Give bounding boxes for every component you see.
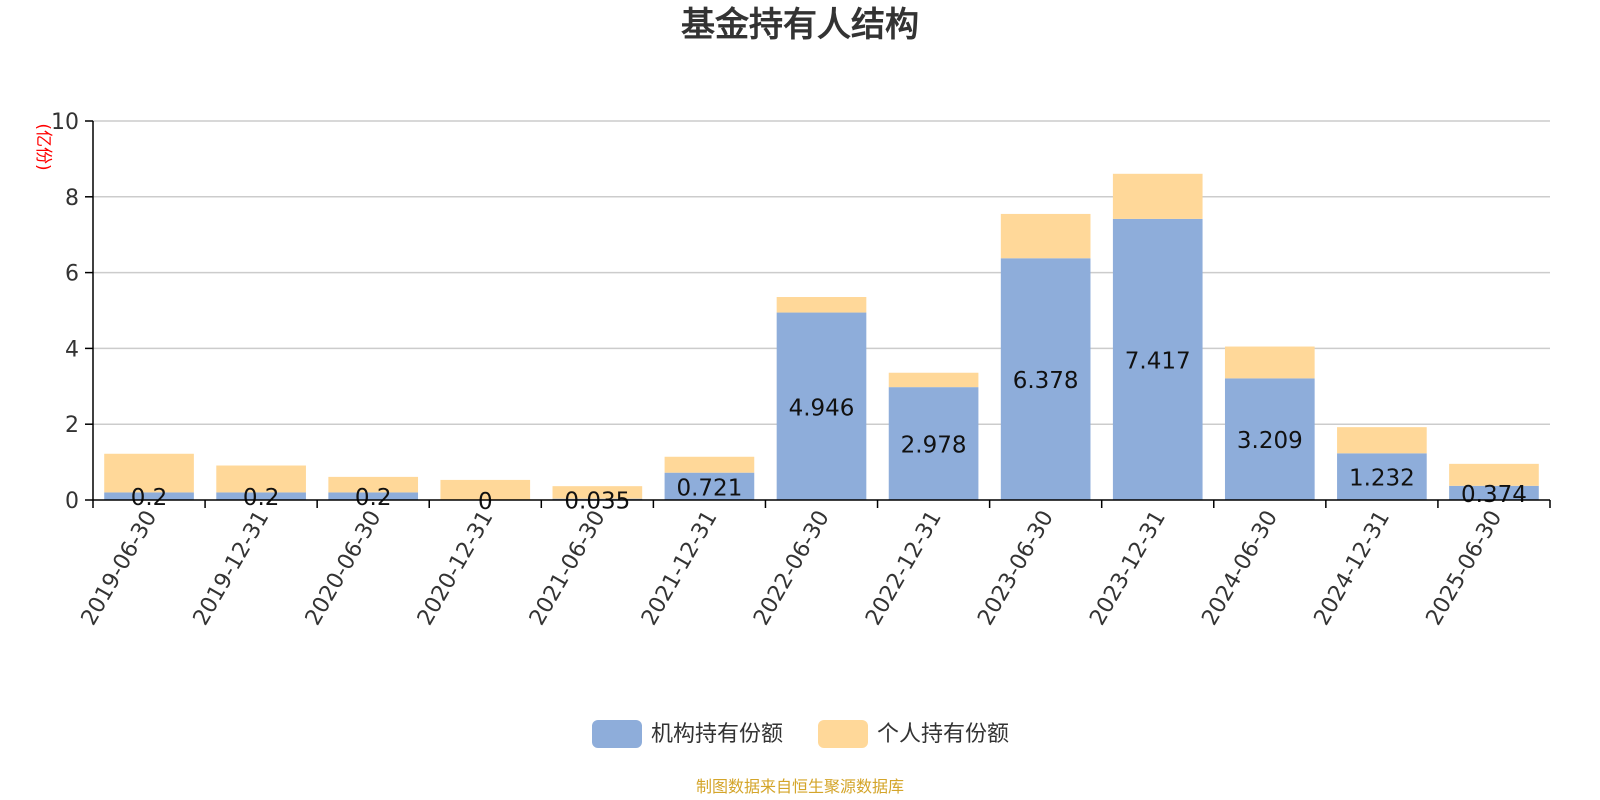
bar-institutional[interactable] [1449, 485, 1539, 500]
bar-individual[interactable] [216, 465, 306, 493]
bar-institutional[interactable] [104, 492, 194, 500]
bar-institutional[interactable] [216, 492, 306, 500]
bar-individual[interactable] [888, 372, 979, 388]
data-label-group: 0.2 0.2 0.2 0 0.035 0.721 4.946 2.978 6.378 7.417… [131, 348, 1527, 515]
y-tick-label: 10 [51, 110, 79, 135]
bar-individual[interactable] [1000, 213, 1091, 259]
legend-swatch-individual[interactable] [818, 720, 868, 748]
y-tick-label: 2 [65, 413, 79, 438]
bar-group [104, 173, 1539, 501]
x-tick-label: 2022-12-31 [861, 507, 947, 630]
bar-institutional[interactable] [1337, 453, 1427, 500]
bar-institutional[interactable] [1112, 218, 1203, 501]
legend-swatch-institutional[interactable] [592, 720, 642, 748]
bar-institutional[interactable] [1224, 378, 1315, 500]
bar-individual[interactable] [328, 476, 419, 493]
data-label: 6.378 [1013, 368, 1079, 394]
data-label: 0.2 [131, 485, 168, 511]
y-tick-label: 8 [65, 186, 79, 211]
data-label: 4.946 [789, 395, 855, 421]
x-tick-label: 2025-06-30 [1422, 507, 1508, 630]
x-tick-label: 2022-06-30 [749, 507, 835, 630]
bar-individual[interactable] [1337, 427, 1427, 454]
bar-institutional[interactable] [328, 492, 419, 500]
bar-individual[interactable] [664, 456, 755, 473]
bar-individual[interactable] [552, 486, 643, 499]
data-label: 2.978 [901, 433, 967, 459]
x-tick-label: 2024-06-30 [1197, 507, 1283, 630]
data-label: 1.232 [1349, 466, 1415, 492]
bar-institutional[interactable] [888, 387, 979, 500]
data-label: 0.374 [1461, 482, 1527, 508]
y-tick-label: 6 [65, 262, 79, 287]
bar-individual[interactable] [104, 453, 194, 493]
data-label: 0.2 [243, 485, 280, 511]
x-tick-label: 2024-12-31 [1310, 507, 1396, 630]
bar-individual[interactable] [1224, 346, 1315, 379]
bar-institutional[interactable] [1000, 258, 1091, 500]
x-tick-label: 2019-12-31 [189, 507, 275, 630]
bar-individual[interactable] [1112, 173, 1203, 219]
bar-institutional[interactable] [664, 472, 755, 500]
x-tick-label: 2019-06-30 [77, 507, 163, 630]
chart-title: 基金持有人结构 [681, 5, 919, 45]
x-tick-label: 2023-12-31 [1085, 507, 1171, 630]
x-tick-label: 2020-12-31 [413, 507, 499, 630]
legend-label-institutional[interactable]: 机构持有份额 [651, 722, 783, 747]
source-note: 制图数据来自恒生聚源数据库 [696, 777, 904, 796]
data-label: 0.721 [676, 475, 742, 501]
bar-individual[interactable] [776, 297, 867, 313]
legend[interactable]: 机构持有份额 个人持有份额 [592, 720, 1009, 748]
data-label: 3.209 [1237, 428, 1303, 454]
legend-label-individual[interactable]: 个人持有份额 [877, 722, 1009, 747]
x-tick-label: 2020-06-30 [301, 507, 387, 630]
data-label: 7.417 [1125, 348, 1191, 374]
bar-individual[interactable] [440, 479, 531, 500]
data-label: 0 [478, 489, 493, 515]
bar-institutional[interactable] [776, 312, 867, 500]
x-tick-label: 2021-06-30 [525, 507, 611, 630]
bar-individual[interactable] [1449, 463, 1539, 486]
data-label: 0.035 [564, 488, 630, 514]
x-tick-label: 2021-12-31 [637, 507, 723, 630]
x-tick-label: 2023-06-30 [973, 507, 1059, 630]
data-label: 0.2 [355, 485, 392, 511]
y-tick-label: 0 [65, 489, 79, 514]
y-tick-label: 4 [65, 337, 79, 362]
y-axis-unit-label: (亿份) [33, 123, 53, 170]
